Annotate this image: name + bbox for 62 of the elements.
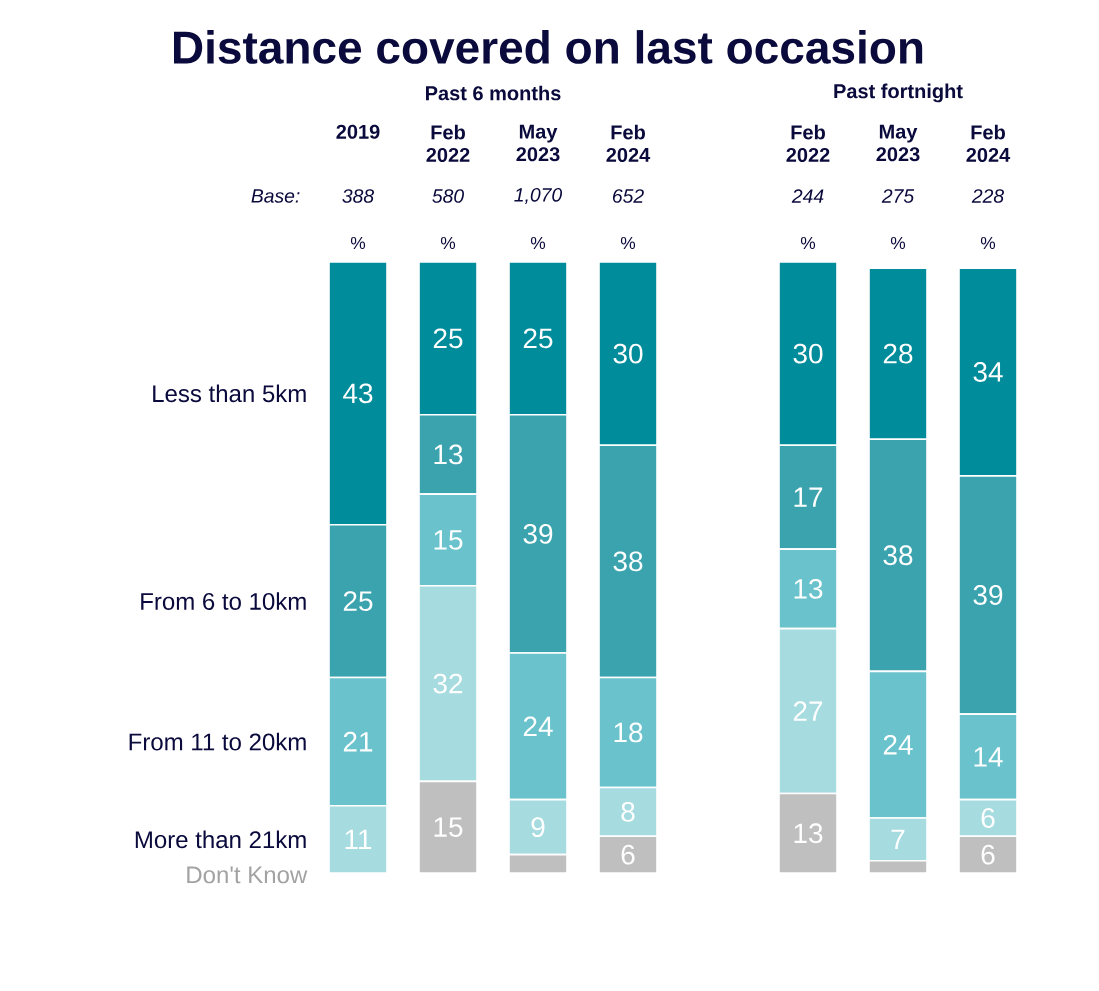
data-label: 39: [973, 585, 1003, 605]
data-label: 27: [793, 701, 823, 721]
data-label: 6: [981, 844, 995, 865]
text: %: [440, 236, 456, 250]
data-label: 11: [345, 829, 372, 850]
x-tick-label: May 2023: [876, 124, 920, 162]
data-label: 24: [883, 734, 913, 755]
data-label: 24: [523, 716, 553, 737]
data-label: 32: [433, 673, 463, 694]
data-label: 13: [434, 444, 463, 465]
text: %: [620, 236, 636, 250]
x-tick-label: Feb 2024: [606, 124, 651, 163]
data-label: 38: [883, 545, 913, 566]
data-label: 25: [523, 328, 553, 349]
series-label: More than 21km: [135, 830, 306, 849]
series-label: Less than 5km: [153, 384, 306, 403]
data-label: 15: [434, 530, 463, 550]
data-label: 43: [343, 383, 373, 404]
data-label: 30: [613, 343, 643, 364]
text: %: [980, 236, 996, 250]
text: 275: [881, 189, 915, 203]
text: Don't Know: [187, 866, 308, 884]
data-label: 7: [891, 829, 905, 850]
chart-title: Distance covered on last occasion: [173, 30, 923, 64]
data-label: 18: [614, 722, 643, 743]
x-tick-label: Feb 2022: [426, 124, 470, 163]
data-label: 13: [794, 823, 823, 844]
text: Base:: [251, 189, 300, 203]
data-label: 6: [981, 808, 995, 828]
text: Past fortnight: [834, 83, 963, 103]
x-tick-label: Feb 2022: [786, 124, 830, 163]
text: 1,070: [514, 187, 563, 204]
text: 652: [612, 189, 644, 203]
data-label: 6: [621, 844, 635, 865]
data-label: 38: [613, 551, 643, 572]
x-tick-label: Feb 2024: [966, 124, 1011, 163]
text: %: [800, 236, 816, 250]
x-tick-label: 2019: [336, 124, 380, 139]
series-label: From 6 to 10km: [141, 592, 306, 610]
text: 228: [971, 189, 1005, 203]
data-label: 21: [343, 731, 373, 752]
data-label: 39: [523, 523, 553, 544]
text: %: [350, 236, 366, 250]
text: 244: [791, 189, 824, 203]
data-label: 28: [883, 343, 913, 364]
text: 580: [432, 189, 464, 203]
data-label: 25: [433, 328, 463, 349]
data-label: 25: [343, 591, 373, 611]
data-label: 30: [793, 343, 823, 364]
data-label: 13: [794, 578, 823, 599]
data-label: 8: [621, 801, 635, 822]
text: %: [530, 236, 546, 250]
text: Past 6 months: [425, 85, 561, 101]
data-label: 15: [434, 817, 463, 837]
data-label: 34: [973, 362, 1003, 382]
data-label: 17: [794, 487, 823, 507]
data-label: 14: [974, 747, 1003, 767]
data-label: 9: [531, 817, 545, 838]
x-tick-label: May 2023: [516, 124, 560, 162]
series-label: From 11 to 20km: [129, 732, 306, 751]
text: 388: [342, 189, 375, 203]
text: %: [890, 236, 906, 250]
